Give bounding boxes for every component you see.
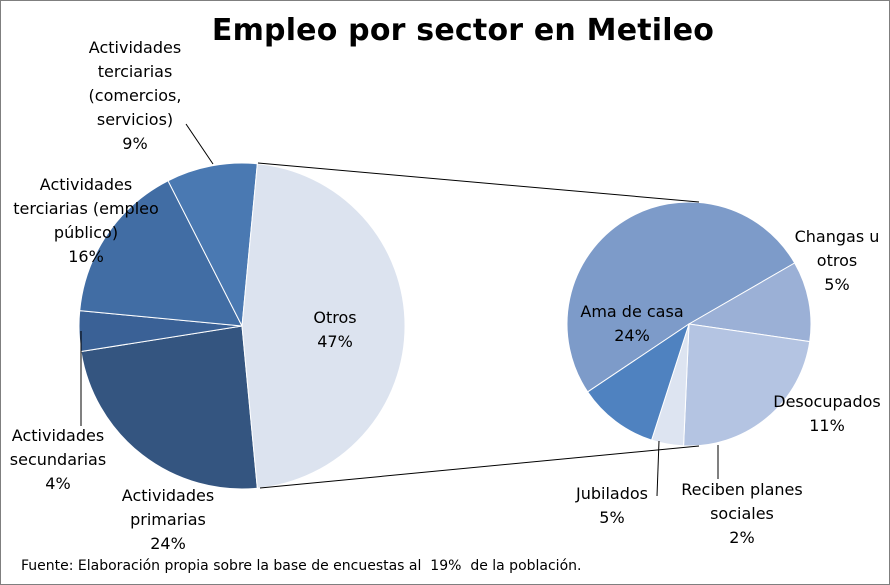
- secondary-pie-slice: [683, 323, 811, 447]
- secondary-pie-slice: [566, 201, 796, 393]
- main-pie-slice: [79, 180, 243, 327]
- leader-line: [656, 440, 660, 497]
- secondary-pie-slice: [687, 262, 812, 343]
- source-note: Fuente: Elaboración propia sobre la base…: [21, 558, 582, 574]
- leader-line: [185, 123, 214, 165]
- connector-line: [259, 445, 700, 489]
- data-label: Actividades secundarias 4%: [10, 426, 106, 493]
- data-label: Jubilados 5%: [575, 484, 648, 527]
- main-pie-slice: [80, 325, 258, 490]
- main-pie-slice: [241, 163, 406, 489]
- data-label: Actividades primarias 24%: [122, 486, 214, 553]
- data-label: Desocupados 11%: [773, 392, 880, 435]
- data-label: Ama de casa 24%: [580, 302, 683, 345]
- connector-line: [257, 162, 700, 203]
- secondary-pie-slice: [586, 322, 690, 441]
- chart-title: Empleo por sector en Metileo: [211, 13, 715, 48]
- main-pie-slice: [167, 162, 258, 328]
- data-label: Actividades terciarias (comercios, servicio…: [89, 38, 182, 153]
- data-label: Changas u otros 5%: [795, 227, 880, 294]
- data-label: Otros 47%: [313, 308, 356, 351]
- data-label: Actividades terciarias (empleo público) 16%: [13, 175, 159, 266]
- data-label: Reciben planes sociales 2%: [681, 480, 802, 547]
